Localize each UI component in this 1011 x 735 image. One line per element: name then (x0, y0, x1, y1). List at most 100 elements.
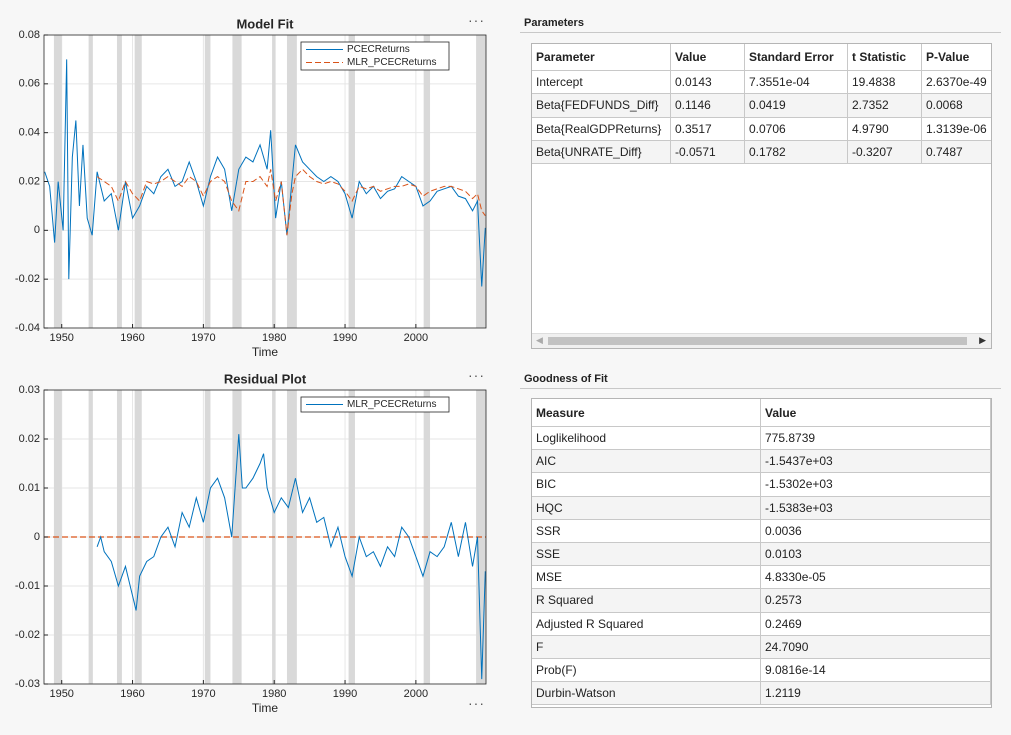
table-cell: 7.3551e-04 (745, 71, 848, 95)
menu-dots[interactable]: ··· (468, 367, 485, 383)
x-axis-label: Time (252, 701, 279, 715)
x-tick-label: 2000 (404, 332, 428, 344)
table-cell: Measure (532, 399, 761, 427)
table-cell: 775.8739 (761, 427, 991, 451)
x-tick-label: 1980 (262, 332, 286, 344)
series-line (44, 59, 486, 287)
recession-band (348, 35, 355, 328)
table-cell: BIC (532, 473, 761, 497)
recession-band (116, 35, 122, 328)
table-cell: -0.3207 (848, 140, 922, 165)
table-cell: Beta{UNRATE_Diff} (532, 140, 671, 165)
x-axis-label: Time (252, 345, 279, 359)
table-cell: -0.0571 (671, 140, 745, 165)
table-cell: 0.0068 (922, 94, 991, 118)
table-cell: 2.7352 (848, 94, 922, 118)
y-tick-label: 0.03 (19, 384, 40, 396)
table-cell: 2.6370e-49 (922, 71, 991, 95)
x-tick-label: 1980 (262, 688, 286, 700)
table-cell: 4.8330e-05 (761, 566, 991, 590)
x-tick-label: 1970 (191, 688, 215, 700)
table-cell: -1.5437e+03 (761, 450, 991, 474)
table-cell: AIC (532, 450, 761, 474)
table-cell: -1.5383e+03 (761, 496, 991, 520)
table-cell: 1.3139e-06 (922, 118, 991, 141)
y-tick-label: 0.06 (19, 78, 40, 90)
x-tick-label: 1970 (191, 332, 215, 344)
table-cell: -1.5302e+03 (761, 473, 991, 497)
y-tick-label: -0.01 (15, 580, 40, 592)
legend-label: MLR_PCECReturns (347, 57, 436, 68)
panel-title: Goodness of Fit (524, 373, 608, 385)
table-cell: 0.0143 (671, 71, 745, 95)
table-cell: Prob(F) (532, 659, 761, 683)
scroll-thumb[interactable] (548, 337, 967, 345)
series-line (96, 168, 486, 236)
table-cell: F (532, 635, 761, 659)
table-cell: 0.2573 (761, 589, 991, 613)
y-tick-label: -0.02 (15, 629, 40, 641)
y-tick-label: 0.01 (19, 482, 40, 494)
y-tick-label: 0 (34, 224, 40, 236)
table-cell: 0.3517 (671, 117, 745, 141)
table-cell: 1.2119 (761, 682, 991, 706)
chart-title: Model Fit (236, 16, 294, 31)
y-tick-label: 0.04 (19, 127, 40, 139)
series-line (96, 434, 486, 680)
table-cell: SSE (532, 543, 761, 567)
legend-box (300, 41, 450, 71)
table-cell: 0.0419 (745, 94, 848, 118)
table-cell: t Statistic (848, 44, 922, 71)
x-tick-label: 1960 (120, 688, 144, 700)
panel-rule (520, 388, 1001, 389)
legend-label: MLR_PCECReturns (347, 399, 436, 410)
table-cell: 9.0816e-14 (761, 659, 991, 683)
table-cell: 0.0036 (761, 519, 991, 543)
x-tick-label: 1950 (49, 332, 73, 344)
scroll-right[interactable]: ▶ (979, 335, 986, 345)
recession-band (88, 35, 93, 328)
parameters-table: ◀ ▶ Parameter Value Standard Error t Statis… (531, 43, 992, 349)
menu-dots[interactable]: ··· (468, 12, 485, 28)
y-tick-label: 0.02 (19, 175, 40, 187)
table-cell: Adjusted R Squared (532, 612, 761, 636)
y-tick-label: 0 (34, 531, 40, 543)
table-cell: Beta{RealGDPReturns} (532, 117, 671, 141)
y-tick-label: -0.02 (15, 273, 40, 285)
x-tick-label: 1990 (333, 332, 357, 344)
x-tick-label: 1950 (49, 688, 73, 700)
table-cell: Parameter (532, 44, 671, 71)
chart-title: Residual Plot (224, 371, 307, 386)
y-tick-label: 0.02 (19, 433, 40, 445)
y-tick-label: 0.08 (19, 29, 40, 41)
table-cell: 0.0103 (761, 543, 991, 567)
recession-band (204, 35, 211, 328)
table-cell: MSE (532, 566, 761, 590)
table-cell: SSR (532, 519, 761, 543)
panel-title: Parameters (524, 17, 584, 29)
table-cell: Loglikelihood (532, 427, 761, 451)
scroll-left[interactable]: ◀ (536, 335, 543, 345)
scrollbar[interactable]: ◀ ▶ (532, 333, 991, 348)
table-cell: 0.1146 (671, 94, 745, 118)
x-tick-label: 1990 (333, 688, 357, 700)
table-cell: R Squared (532, 589, 761, 613)
table-cell: 0.2469 (761, 612, 991, 636)
panel-rule (520, 32, 1001, 33)
table-cell: 0.1782 (745, 140, 848, 165)
table-cell: 0.0706 (745, 117, 848, 141)
x-tick-label: 1960 (120, 332, 144, 344)
menu-dots[interactable]: ··· (468, 695, 485, 711)
table-cell: Standard Error (745, 44, 848, 71)
table-cell: HQC (532, 496, 761, 520)
y-tick-label: -0.03 (15, 678, 40, 690)
table-cell: 19.4838 (848, 71, 922, 95)
legend-box (300, 396, 450, 413)
recession-band (476, 35, 486, 328)
table-cell: Value (761, 399, 991, 427)
table-cell: 24.7090 (761, 635, 991, 659)
plot-content (44, 35, 486, 328)
plot-content (44, 390, 486, 684)
